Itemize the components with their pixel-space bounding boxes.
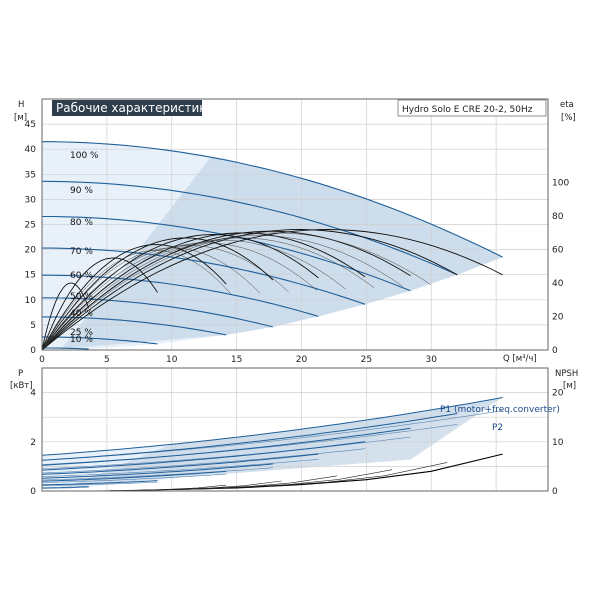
- h-axis-unit: [м]: [14, 113, 27, 123]
- p1-curve: [41, 427, 411, 466]
- eta-curve: [41, 257, 158, 351]
- model-label: Hydro Solo E CRE 20-2, 50Hz: [402, 105, 533, 115]
- p2-curve: [41, 467, 273, 481]
- tick-labels: 0 5 10 15 20 25 300510152025303540450204060801…: [25, 120, 570, 497]
- model-box: [397, 99, 547, 117]
- p1-curve: [41, 480, 158, 486]
- p2-curve: [42, 481, 158, 486]
- h-tick-label: 0: [30, 346, 36, 356]
- eta-curve-thin: [41, 240, 346, 351]
- eta-tick-label: 60: [552, 246, 564, 256]
- head-curve: [42, 141, 503, 258]
- h-tick-label: 10: [25, 296, 37, 306]
- p-tick-label: 2: [30, 438, 36, 448]
- eta-curve: [41, 232, 366, 351]
- eta-curve-thin: [41, 235, 403, 351]
- x-tick-label: 30: [426, 355, 438, 365]
- eta-curve-thin: [41, 237, 375, 351]
- speed-label-50: 50 %: [70, 292, 93, 302]
- speed-label-100: 100 %: [70, 151, 99, 161]
- npsh-axis-title: NPSH: [555, 369, 578, 379]
- h-axis-title: H: [18, 100, 24, 110]
- h-tick-label: 5: [30, 321, 36, 331]
- eta-curve: [41, 244, 227, 351]
- speed-labels: 100 % 90 % 80 % 70 % 60 % 50 % 40 % 25 %…: [70, 151, 99, 345]
- bottom-panel-frame: [41, 367, 549, 492]
- p-axis-title: P: [18, 369, 23, 379]
- eta-curve: [41, 282, 90, 351]
- head-curve: [42, 274, 319, 317]
- npsh-axis-unit: [м]: [563, 381, 576, 391]
- speed-label-40: 40 %: [70, 309, 93, 319]
- h-tick-label: 15: [25, 271, 36, 281]
- eta-tick-label: 20: [552, 313, 564, 323]
- head-curves: [41, 141, 503, 350]
- npsh-tick-label: 20: [552, 389, 564, 399]
- speed-label-25: 25 %: [70, 328, 93, 338]
- speed-label-70: 70 %: [70, 247, 93, 257]
- eta-curve-thin: [41, 232, 432, 351]
- q-axis-label: Q [м³/ч]: [503, 354, 537, 364]
- p1-curve: [41, 413, 458, 461]
- x-tick-label: 15: [231, 355, 242, 365]
- speed-label-60: 60 %: [70, 271, 93, 281]
- eta-tick-label: 40: [552, 279, 564, 289]
- h-tick-label: 30: [25, 195, 37, 205]
- p1-curve: [41, 463, 273, 479]
- p1-series-label: P1 (motor+freq.converter): [440, 405, 560, 415]
- x-tick-label: 5: [104, 355, 110, 365]
- h-tick-label: 45: [25, 120, 36, 130]
- eta-tick-label: 80: [552, 212, 564, 222]
- h-tick-label: 35: [25, 170, 36, 180]
- eta-curve-thin: [41, 250, 232, 351]
- h-tick-label: 20: [25, 246, 37, 256]
- speed-label-80: 80 %: [70, 218, 93, 228]
- p1-curve: [41, 453, 319, 475]
- h-tick-label: 40: [25, 145, 37, 155]
- title-box: [52, 100, 202, 116]
- head-curve: [41, 336, 158, 345]
- p2-curve: [41, 473, 227, 483]
- p-tick-label: 4: [30, 389, 36, 399]
- p2-curve: [41, 436, 411, 470]
- eta-tick-label: 0: [552, 346, 558, 356]
- npsh-tick-label: 0: [552, 487, 558, 497]
- speed-label-90: 90 %: [70, 186, 93, 196]
- chart-title: Рабочие характеристики: [56, 101, 214, 115]
- p1-curve: [41, 441, 366, 471]
- speed-label-10: 10 %: [70, 335, 93, 345]
- x-tick-label: 10: [166, 355, 178, 365]
- p2-curve: [41, 486, 89, 489]
- p1-curve: [42, 486, 89, 489]
- p2-curve: [41, 459, 319, 477]
- p-tick-label: 0: [30, 487, 36, 497]
- eta-curve: [41, 229, 503, 351]
- top-panel-frame: [41, 98, 549, 351]
- efficiency-curves: [41, 229, 503, 351]
- h-tick-label: 25: [25, 221, 36, 231]
- eta-tick-label: 100: [552, 179, 569, 189]
- eta-axis-unit: [%]: [561, 113, 576, 123]
- x-tick-label: 20: [296, 355, 308, 365]
- x-tick-label: 0: [39, 355, 45, 365]
- p1-curve: [41, 470, 227, 482]
- p2-curve: [41, 448, 366, 474]
- eta-curve: [41, 237, 274, 351]
- x-tick-label: 25: [361, 355, 372, 365]
- head-curve: [42, 347, 89, 350]
- p-axis-unit: [кВт]: [10, 381, 33, 391]
- p2-series-label: P2: [492, 423, 503, 433]
- head-curve: [41, 180, 458, 276]
- p1-curve: [41, 397, 503, 456]
- eta-curve: [41, 229, 458, 351]
- power-curves: [41, 397, 503, 489]
- npsh-tick-label: 10: [552, 438, 564, 448]
- eta-axis-title: eta: [560, 100, 574, 110]
